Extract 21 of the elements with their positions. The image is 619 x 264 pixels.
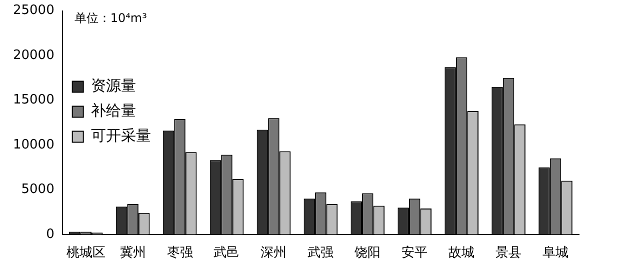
y-tick-label: 20000 (12, 48, 54, 63)
legend-label: 补给量 (90, 102, 136, 120)
y-tick-label: 15000 (12, 92, 54, 108)
x-tick-label: 饶阳 (354, 246, 381, 261)
annotation: 单位：10⁴m³ (74, 10, 148, 25)
x-tick-label: 枣强 (166, 246, 193, 261)
legend-label: 可开采量 (90, 126, 151, 145)
x-tick-label: 安平 (402, 244, 428, 261)
y-tick-label: 0 (46, 226, 54, 242)
legend-label: 资源量 (90, 76, 136, 95)
x-tick-label: 故城 (448, 246, 475, 261)
y-tick-label: 5000 (21, 182, 54, 198)
x-tick-label: 阜城 (542, 246, 569, 261)
x-tick-label: 武强 (308, 246, 334, 261)
x-tick-label: 深州 (260, 246, 287, 261)
x-tick-label: 武邑 (214, 246, 240, 261)
y-tick-label: 25000 (12, 3, 54, 18)
y-tick-label: 10000 (12, 137, 54, 152)
x-tick-label: 冀州 (120, 246, 146, 261)
x-tick-label: 景县 (496, 246, 522, 261)
x-tick-label: 桃城区 (66, 246, 106, 261)
